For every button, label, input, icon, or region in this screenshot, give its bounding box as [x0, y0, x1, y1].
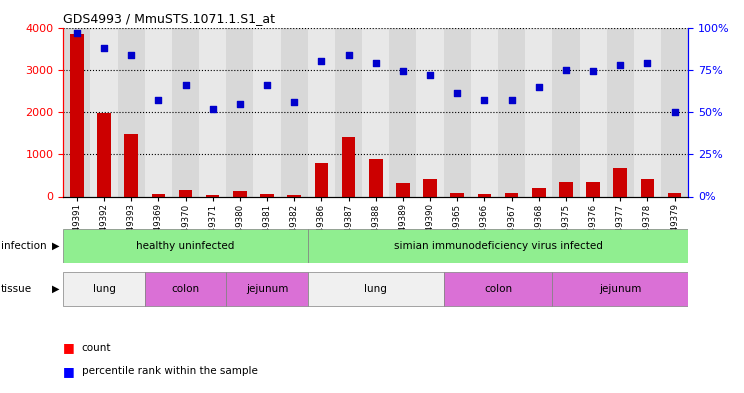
Point	[478, 97, 490, 103]
Point	[370, 60, 382, 66]
Point	[397, 68, 409, 75]
Point	[452, 90, 464, 97]
Bar	[145, 28, 172, 196]
Bar	[226, 272, 308, 306]
Text: tissue: tissue	[1, 284, 32, 294]
Point	[125, 51, 137, 58]
Point	[261, 82, 273, 88]
Bar	[606, 28, 634, 196]
Text: simian immunodeficiency virus infected: simian immunodeficiency virus infected	[394, 241, 603, 251]
Text: lung: lung	[92, 284, 115, 294]
Bar	[287, 195, 301, 196]
Bar	[532, 188, 545, 196]
Bar	[471, 28, 498, 196]
Bar	[552, 28, 580, 196]
Bar	[396, 184, 410, 196]
Point	[424, 72, 436, 78]
Bar	[641, 179, 654, 196]
Bar	[179, 190, 192, 196]
Text: colon: colon	[171, 284, 199, 294]
Point	[288, 99, 300, 105]
Bar	[172, 28, 199, 196]
Text: count: count	[82, 343, 112, 353]
Bar	[226, 28, 254, 196]
Point	[98, 45, 110, 51]
Text: jejunum: jejunum	[246, 284, 288, 294]
Point	[641, 60, 653, 66]
Point	[179, 82, 191, 88]
Text: infection: infection	[1, 241, 46, 251]
Bar	[63, 28, 91, 196]
Bar	[443, 272, 552, 306]
Bar	[423, 179, 437, 196]
Bar	[260, 195, 274, 196]
Bar	[308, 28, 335, 196]
Text: percentile rank within the sample: percentile rank within the sample	[82, 366, 257, 376]
Bar	[70, 34, 83, 197]
Bar	[97, 113, 111, 196]
Text: ▶: ▶	[52, 284, 60, 294]
Bar	[254, 28, 280, 196]
Point	[560, 66, 572, 73]
Text: GDS4993 / MmuSTS.1071.1.S1_at: GDS4993 / MmuSTS.1071.1.S1_at	[63, 12, 275, 25]
Bar	[280, 28, 308, 196]
Bar	[668, 193, 682, 196]
Bar	[661, 28, 688, 196]
Text: ▶: ▶	[52, 241, 60, 251]
Bar	[91, 28, 118, 196]
Bar	[614, 168, 627, 196]
Bar	[498, 28, 525, 196]
Bar	[199, 28, 226, 196]
Point	[506, 97, 518, 103]
Bar	[341, 137, 356, 196]
Bar	[145, 272, 226, 306]
Bar	[443, 28, 471, 196]
Bar	[63, 229, 308, 263]
Bar	[580, 28, 606, 196]
Bar	[124, 134, 138, 196]
Text: healthy uninfected: healthy uninfected	[136, 241, 234, 251]
Bar	[152, 194, 165, 196]
Bar	[389, 28, 417, 196]
Text: colon: colon	[484, 284, 512, 294]
Bar	[504, 193, 519, 196]
Bar	[63, 272, 145, 306]
Bar	[478, 194, 491, 196]
Bar	[335, 28, 362, 196]
Point	[669, 109, 681, 115]
Point	[315, 58, 327, 64]
Bar	[308, 272, 443, 306]
Point	[615, 62, 626, 68]
Point	[207, 105, 219, 112]
Bar	[586, 182, 600, 196]
Bar	[369, 159, 382, 196]
Point	[533, 83, 545, 90]
Text: ■: ■	[63, 365, 75, 378]
Text: lung: lung	[365, 284, 387, 294]
Bar	[552, 272, 688, 306]
Bar	[233, 191, 247, 196]
Bar	[634, 28, 661, 196]
Text: jejunum: jejunum	[599, 284, 641, 294]
Point	[587, 68, 599, 75]
Bar	[315, 163, 328, 196]
Bar	[525, 28, 552, 196]
Bar	[450, 193, 464, 196]
Bar	[206, 195, 219, 196]
Bar	[118, 28, 145, 196]
Point	[342, 51, 354, 58]
Point	[234, 100, 246, 107]
Point	[153, 97, 164, 103]
Bar	[559, 182, 573, 196]
Bar	[417, 28, 443, 196]
Text: ■: ■	[63, 341, 75, 354]
Point	[71, 29, 83, 36]
Bar	[308, 229, 688, 263]
Bar	[362, 28, 389, 196]
